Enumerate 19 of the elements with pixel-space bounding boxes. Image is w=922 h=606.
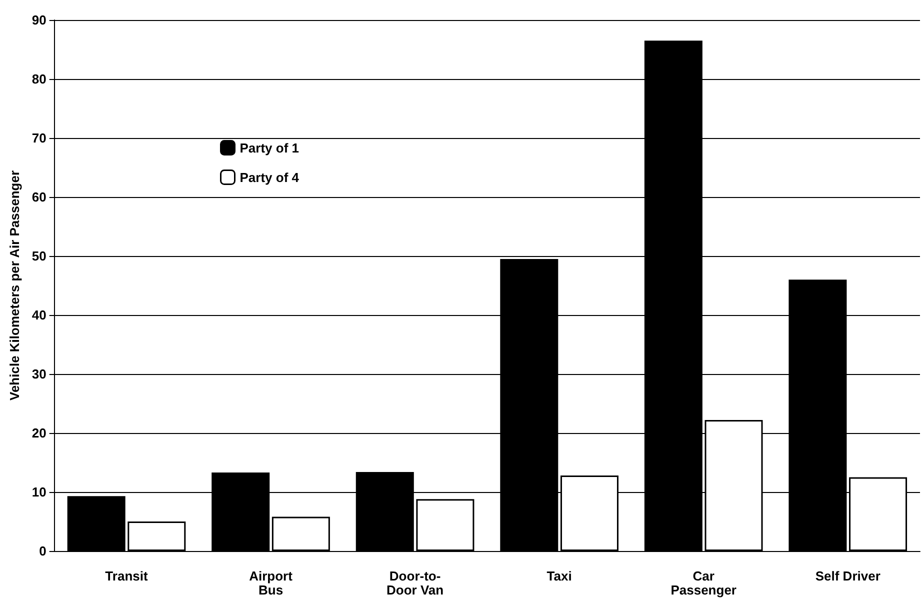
y-tick-label: 50 — [32, 248, 46, 264]
y-tick-label: 70 — [32, 130, 46, 146]
y-tick-label: 60 — [32, 190, 46, 204]
x-tick-label: Door-to- Door Van — [386, 568, 444, 598]
y-tick-label: 80 — [32, 72, 46, 86]
x-tick-label: Transit — [105, 568, 148, 584]
legend-label: Party of 4 — [240, 170, 300, 185]
x-tick-label: Airport Bus — [249, 568, 294, 598]
y-tick-label: 10 — [32, 484, 46, 500]
legend-label: Party of 1 — [240, 140, 299, 156]
x-tick-label: Car Passenger — [670, 568, 736, 598]
x-tick-label: Self Driver — [815, 568, 880, 584]
y-tick-label: 30 — [32, 366, 46, 382]
y-tick-label: 20 — [32, 426, 46, 440]
x-tick-label: Taxi — [546, 568, 572, 584]
y-tick-label: 90 — [32, 12, 46, 28]
y-axis-title: Vehicle Kilometers per Air Passenger — [7, 170, 22, 401]
y-tick-label: 0 — [39, 544, 46, 558]
y-tick-label: 40 — [32, 308, 46, 322]
